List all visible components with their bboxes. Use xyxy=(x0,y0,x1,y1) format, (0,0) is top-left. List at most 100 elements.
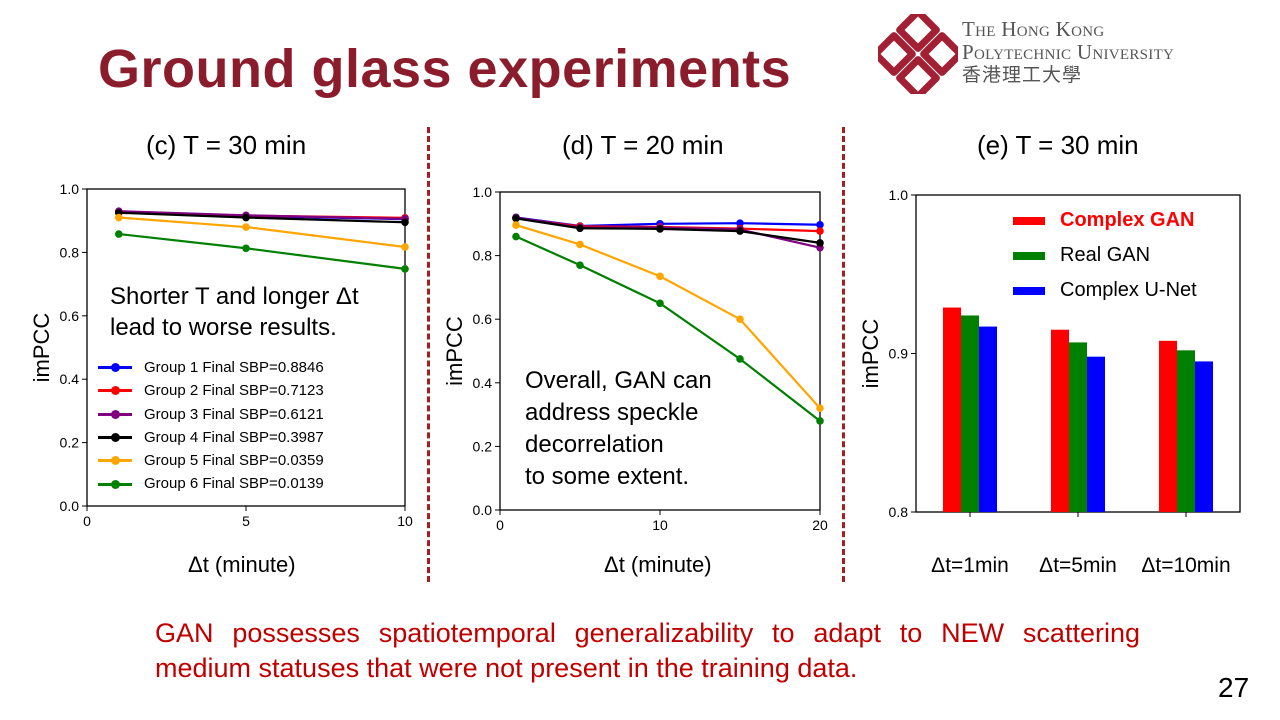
chart-d-xlabel: Δt (minute) xyxy=(604,552,712,577)
chart-d-series-4-point xyxy=(512,214,520,223)
chart-d-series-5-point xyxy=(736,315,744,324)
chart-c-legend-entry: Group 2 Final SBP=0.7123 xyxy=(98,379,324,402)
chart-d-ytick-label: 0.8 xyxy=(473,248,493,264)
chart-e-legend-swatch xyxy=(1013,216,1045,225)
chart-c-ytick-label: 0.6 xyxy=(60,308,80,324)
chart-d-series-6-point xyxy=(816,417,824,425)
page-number: 27 xyxy=(1218,672,1250,703)
chart-c-legend-label: Group 3 Final SBP=0.6121 xyxy=(144,405,324,423)
chart-c-legend-label: Group 5 Final SBP=0.0359 xyxy=(144,452,324,470)
chart-e-ylabel: imPCC xyxy=(858,319,883,389)
chart-e-bar xyxy=(1051,329,1069,512)
chart-c-series-6-point xyxy=(242,244,250,253)
chart-e-ytick-label: 1.0 xyxy=(889,187,909,203)
chart-e-legend-swatch xyxy=(1013,286,1045,295)
chart-c-ytick-label: 0.0 xyxy=(60,498,80,514)
chart-d-ytick-label: 0.6 xyxy=(473,311,493,327)
chart-e-category-label: Δt=1min xyxy=(931,554,1009,577)
chart-e-ytick-label: 0.8 xyxy=(889,504,909,520)
chart-e-bar xyxy=(1195,361,1213,512)
chart-e-bar xyxy=(1159,340,1177,512)
chart-d-ytick-label: 0.0 xyxy=(473,502,493,518)
chart-d-annotation-line-1: Overall, GAN can xyxy=(525,367,712,394)
chart-c-ytick-label: 0.2 xyxy=(60,435,80,451)
chart-e-legend-entry: Complex GAN xyxy=(1013,203,1197,238)
conclusion-text: GAN possesses spatiotemporal generalizab… xyxy=(155,618,1140,683)
logo-line-1: The Hong Kong xyxy=(962,17,1105,41)
chart-c-xtick-label: 5 xyxy=(242,513,250,529)
panel-d-title: (d) T = 20 min xyxy=(562,130,724,160)
chart-d-annotation: Overall, GAN can address speckle decorre… xyxy=(525,365,712,493)
chart-d-xtick-label: 20 xyxy=(812,517,828,533)
chart-d-xtick-label: 0 xyxy=(496,517,504,533)
chart-d-series-1-point xyxy=(816,220,824,229)
chart-d-ytick-label: 0.4 xyxy=(473,375,493,391)
chart-c-annotation-line-2: lead to worse results. xyxy=(110,314,337,341)
chart-e-legend-label: Real GAN xyxy=(1060,244,1151,266)
slide-title: Ground glass experiments xyxy=(98,39,792,99)
chart-c-legend-label: Group 6 Final SBP=0.0139 xyxy=(144,475,324,493)
chart-c-annotation: Shorter T and longer Δt lead to worse re… xyxy=(110,281,359,343)
chart-d-series-2-point xyxy=(816,227,824,235)
chart-c-legend-swatch xyxy=(98,363,132,373)
chart-c-legend-entry: Group 6 Final SBP=0.0139 xyxy=(98,472,324,495)
panel-e-title: (e) T = 30 min xyxy=(977,130,1139,160)
polyu-emblem-icon xyxy=(878,14,958,94)
chart-c-legend-swatch xyxy=(98,479,132,489)
chart-c-series-5-point xyxy=(242,223,250,231)
chart-c-series-5-point xyxy=(115,213,123,222)
chart-c-xtick-label: 10 xyxy=(397,513,413,529)
chart-e-bar xyxy=(943,307,961,512)
chart-d-series-1-point xyxy=(736,219,744,227)
chart-e-category-label: Δt=10min xyxy=(1141,554,1230,577)
panel-c-title: (c) T = 30 min xyxy=(146,130,307,160)
panel-divider-right xyxy=(842,127,845,582)
chart-c-legend-label: Group 4 Final SBP=0.3987 xyxy=(144,428,324,446)
chart-e-legend-label: Complex GAN xyxy=(1060,209,1195,231)
chart-d-series-5-point xyxy=(512,221,520,229)
chart-d-series-6-point xyxy=(656,299,664,308)
chart-c-series-6-point xyxy=(401,265,409,273)
chart-d-xtick-label: 10 xyxy=(652,517,668,533)
chart-c-xtick-label: 0 xyxy=(83,513,91,529)
chart-e-legend-label: Complex U-Net xyxy=(1060,279,1197,301)
chart-e-bar xyxy=(979,326,997,512)
chart-c-series-6-point xyxy=(115,230,123,238)
chart-d-series-5-point xyxy=(656,272,664,281)
chart-e-bar xyxy=(961,315,979,512)
chart-d-series-4-point xyxy=(656,225,664,233)
chart-c-legend-swatch xyxy=(98,386,132,396)
chart-d-series-6-point xyxy=(736,355,744,363)
chart-c-legend-entry: Group 4 Final SBP=0.3987 xyxy=(98,426,324,449)
university-logo: The Hong Kong Polytechnic University 香港理… xyxy=(878,12,1278,94)
chart-e-legend: Complex GAN Real GAN Complex U-Net xyxy=(1013,203,1197,308)
chart-d-series-4-point xyxy=(736,227,744,235)
chart-e-ytick-label: 0.9 xyxy=(889,346,909,362)
chart-d-series-5-point xyxy=(816,404,824,413)
chart-c-ylabel: imPCC xyxy=(29,313,54,383)
chart-d-series-4-point xyxy=(816,239,824,247)
logo-line-3: 香港理工大學 xyxy=(962,65,1083,86)
chart-c-series-5-point xyxy=(401,243,409,251)
chart-c-legend-entry: Group 3 Final SBP=0.6121 xyxy=(98,403,324,426)
chart-c-legend-label: Group 1 Final SBP=0.8846 xyxy=(144,359,324,376)
chart-d-annotation-line-4: to some extent. xyxy=(525,463,690,490)
chart-c-annotation-line-1: Shorter T and longer Δt xyxy=(110,283,359,310)
chart-c-legend-entry: Group 1 Final SBP=0.8846 xyxy=(98,356,324,379)
chart-c-series-4-point xyxy=(401,218,409,227)
chart-d-ylabel: imPCC xyxy=(442,316,467,386)
chart-c-legend-label: Group 2 Final SBP=0.7123 xyxy=(144,382,324,400)
chart-e-legend-entry: Real GAN xyxy=(1013,238,1197,273)
chart-c-legend: Group 1 Final SBP=0.8846 Group 2 Final SB… xyxy=(98,356,324,496)
logo-line-2: Polytechnic University xyxy=(962,40,1175,64)
panel-divider-left xyxy=(427,127,430,582)
chart-c-legend-swatch xyxy=(98,456,132,466)
chart-d-annotation-line-2: address speckle xyxy=(525,399,699,426)
chart-c-ytick-label: 1.0 xyxy=(60,181,80,197)
chart-c-legend-swatch xyxy=(98,433,132,443)
chart-d-series-4-point xyxy=(576,224,584,233)
chart-d-series-6-point xyxy=(512,232,520,241)
